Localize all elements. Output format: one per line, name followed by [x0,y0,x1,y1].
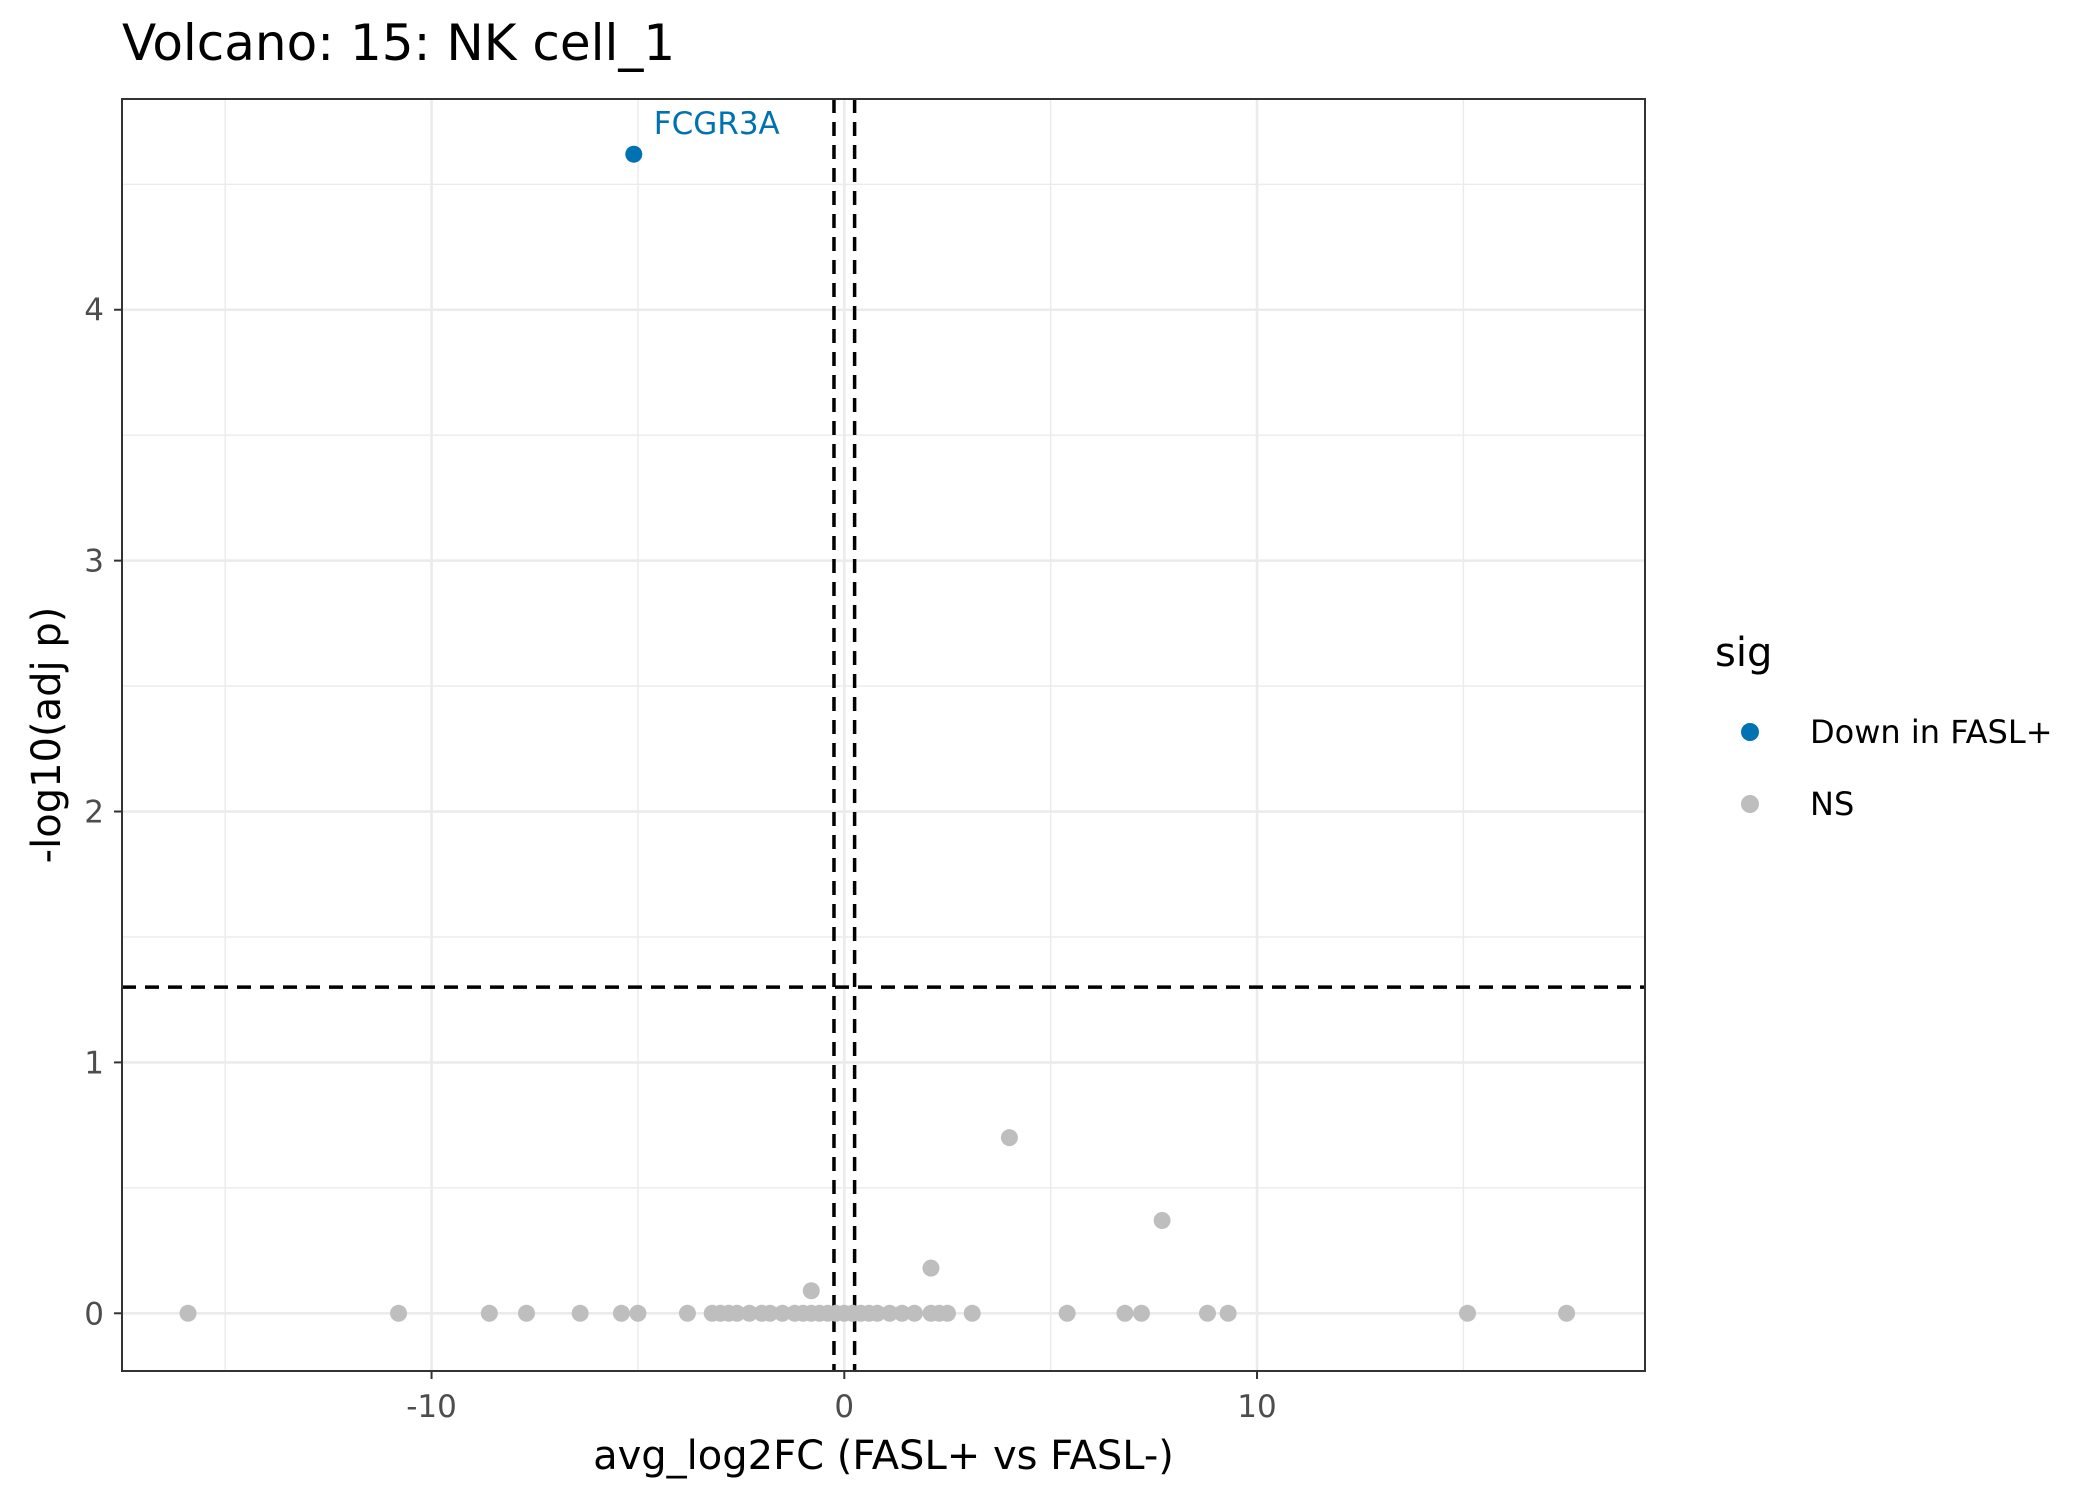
plot-border [121,98,1646,1372]
axis-ticks: -10 0 10 0 1 2 3 4 [84,293,1276,1425]
data-point [625,145,643,163]
data-point [905,1304,923,1322]
data-point [868,1304,886,1322]
data-point [761,1304,779,1322]
x-tick-label: 10 [1237,1389,1276,1425]
data-point [938,1304,956,1322]
data-point [1000,1129,1018,1147]
chart-title: Volcano: 15: NK cell_1 [122,14,675,72]
y-tick-label: 3 [84,544,104,580]
y-tick-label: 2 [84,795,104,831]
legend-label: NS [1810,785,1854,823]
reference-lines [122,99,1645,1371]
y-tick-label: 0 [84,1296,104,1332]
data-point [571,1304,589,1322]
data-point [179,1304,197,1322]
grid-lines [122,99,1645,1371]
legend-key [1741,795,1759,813]
data-point [517,1304,535,1322]
data-point [1558,1304,1576,1322]
data-point [1132,1304,1150,1322]
data-point [963,1304,981,1322]
data-point [881,1304,899,1322]
plot-panel [122,99,1645,1371]
point-label: FCGR3A [654,106,780,142]
legend-title: sig [1715,630,1772,676]
data-point [1058,1304,1076,1322]
legend-label: Down in FASL+ [1810,713,2053,751]
data-point [773,1304,791,1322]
data-point [802,1282,820,1300]
data-point [728,1304,746,1322]
data-point [1116,1304,1134,1322]
x-tick-label: 0 [834,1389,854,1425]
y-tick-label: 4 [84,293,104,329]
data-point [1459,1304,1477,1322]
x-tick-label: -10 [406,1389,457,1425]
data-point [629,1304,647,1322]
y-tick-label: 1 [84,1045,104,1081]
data-point [1198,1304,1216,1322]
data-point [740,1304,758,1322]
legend: sig Down in FASL+ NS [1715,630,2053,823]
data-points: FCGR3A [179,106,1576,1322]
data-point [893,1304,911,1322]
y-axis-title: -log10(adj p) [24,607,70,864]
data-point [612,1304,630,1322]
x-axis-title: avg_log2FC (FASL+ vs FASL-) [593,1433,1174,1479]
legend-key [1741,723,1759,741]
data-point [480,1304,498,1322]
data-point [922,1259,940,1277]
data-point [1219,1304,1237,1322]
data-point [678,1304,696,1322]
data-point [1153,1211,1171,1229]
data-point [390,1304,408,1322]
